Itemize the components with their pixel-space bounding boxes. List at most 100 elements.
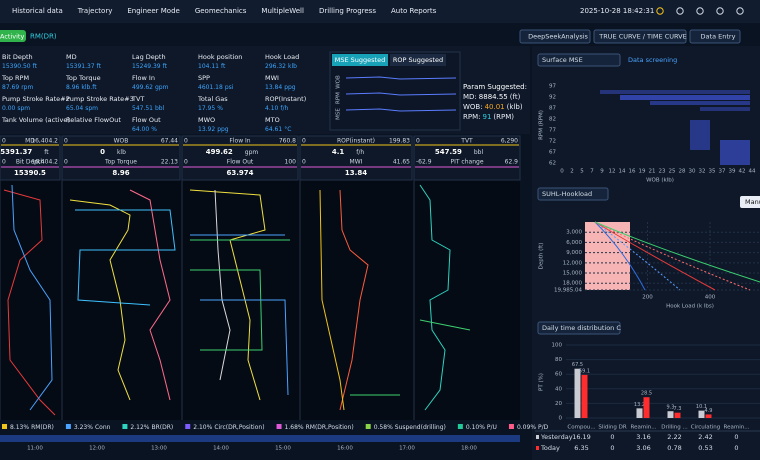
param-value-part: 547.51: [132, 105, 153, 112]
suggest-item: RPM: 91 (RPM): [463, 113, 514, 121]
rpm-tick: 97: [549, 84, 556, 90]
legend-entry-part: RM(DR): [31, 424, 54, 431]
nav-item[interactable]: Auto Reports: [391, 7, 437, 15]
track-value-part: ft: [44, 149, 49, 156]
wob-tick: 21: [649, 169, 656, 175]
param-label: MWI: [265, 74, 279, 82]
legend-entry-part: BR(DR): [151, 424, 173, 431]
bar: [574, 368, 581, 418]
table-cell: 0: [734, 444, 738, 452]
nav-item[interactable]: Geomechanics: [195, 7, 247, 15]
bar: [698, 410, 705, 418]
track-max: 199.83: [389, 138, 410, 145]
wob-tick: 30: [689, 169, 696, 175]
suggest-axis-label: RPM: [336, 92, 342, 104]
bar-label: 59.1: [579, 368, 590, 374]
table-cell: 2.22: [667, 433, 681, 441]
toolbar-button[interactable]: [519, 29, 591, 44]
param-label: ROP(Instant): [265, 95, 306, 103]
param-value-part: f/h: [280, 105, 288, 112]
param-value: 17.95%: [198, 105, 223, 112]
legend-entry-part: 3.23%: [74, 424, 93, 431]
track-name: Bit Depth: [16, 159, 45, 166]
data-screening-link[interactable]: Data screening: [628, 56, 677, 64]
suggest-curve: [345, 108, 457, 112]
manual-button[interactable]: [740, 196, 760, 208]
param-value-part: ppg: [284, 84, 296, 91]
legend-entry: 1.68% RM(DR,Position): [285, 424, 354, 431]
nav-item[interactable]: Drilling Progress: [319, 7, 376, 15]
track-header: [0, 135, 61, 181]
suggest-tab[interactable]: [390, 54, 446, 66]
track-max: 22.13: [161, 159, 178, 166]
legend-entry: 2.12% BR(DR): [130, 424, 173, 431]
legend-entry-part: RM(DR,Position): [306, 424, 354, 431]
x-tick-label: Drilling ...: [661, 425, 688, 431]
toolbar-button[interactable]: [593, 29, 687, 44]
bar: [636, 408, 643, 418]
param-value: 4601.18 psi: [198, 84, 234, 91]
dropdown[interactable]: [537, 53, 621, 67]
nav-icon[interactable]: [676, 7, 684, 15]
nav-icon[interactable]: [656, 7, 664, 15]
x-tick-label: 200: [642, 295, 653, 301]
dropdown-label: SUHL-Hookload: [542, 190, 592, 198]
param-value-part: 87.69: [2, 84, 19, 91]
track-value: 63.974: [226, 169, 253, 177]
y-tick-label: 15,000: [563, 271, 583, 277]
y-tick-label: 40: [555, 386, 562, 392]
nav-item[interactable]: Engineer Mode: [127, 7, 179, 15]
log-curve: [11, 184, 53, 411]
legend-entry-part: 2.10%: [193, 424, 212, 431]
suggest-title: Param Suggested:: [463, 83, 527, 91]
table-cell: 2.42: [698, 433, 712, 441]
track-name: Flow In: [229, 138, 250, 145]
timeline-label: 18:00: [461, 446, 477, 452]
nav-icon[interactable]: [696, 7, 704, 15]
track-min: 0: [416, 138, 420, 145]
nav-item[interactable]: MultipleWell: [261, 7, 304, 15]
track-name: ROP(instant): [337, 138, 375, 145]
suggest-tab[interactable]: [332, 54, 388, 66]
nav-item[interactable]: Historical data: [12, 7, 63, 15]
table-cell: 3.06: [636, 444, 650, 452]
table-cell: 16.19: [572, 433, 591, 441]
wob-tick: 44: [749, 169, 756, 175]
x-tick-label: Compou...: [567, 425, 595, 431]
axis-label: RPM (RPM): [539, 110, 545, 140]
legend-entry: 2.10% Circ(DR,Position): [193, 424, 264, 431]
toolbar-button[interactable]: [689, 29, 741, 44]
track-min: 0: [64, 159, 68, 166]
param-value-part: 0.00: [2, 105, 16, 112]
wob-tick: 42: [739, 169, 746, 175]
param-value-part: klb.ft: [81, 84, 97, 91]
y-tick-label: 3,000: [566, 230, 582, 236]
param-label: Flow In: [132, 74, 155, 82]
param-value: 104.11 ft: [198, 63, 226, 70]
nav-icon[interactable]: [716, 7, 724, 15]
param-value-part: 15249.39: [132, 63, 161, 70]
track-max: 6,290: [501, 138, 518, 145]
wob-tick: 16: [629, 169, 636, 175]
track-value-part: 4.1: [332, 148, 345, 156]
toolbar-button-label: TRUE CURVE / TIME CURVE: [598, 33, 686, 41]
bar-label: 13.2: [634, 402, 645, 408]
track-max: 62.9: [505, 159, 519, 166]
track-value-part: 547.59: [435, 148, 462, 156]
x-tick-label: Sliding DR: [598, 425, 627, 431]
log-curve: [3, 189, 56, 416]
nav-icon[interactable]: [736, 7, 744, 15]
track-min: 0: [64, 138, 68, 145]
dropdown[interactable]: [537, 321, 621, 335]
param-value: 0.00 spm: [2, 105, 30, 112]
track-max: 16,404.2: [31, 138, 58, 145]
nav-item[interactable]: Trajectory: [77, 7, 113, 15]
track-min: 0: [302, 159, 306, 166]
bar-label: 28.5: [641, 391, 652, 397]
dropdown[interactable]: [537, 187, 609, 201]
suggest-item-part: WOB:: [463, 103, 483, 111]
table-row-label: Yesterday: [540, 433, 573, 441]
param-value: 296.32 klb: [265, 63, 297, 70]
track-value: 13.84: [345, 169, 367, 177]
